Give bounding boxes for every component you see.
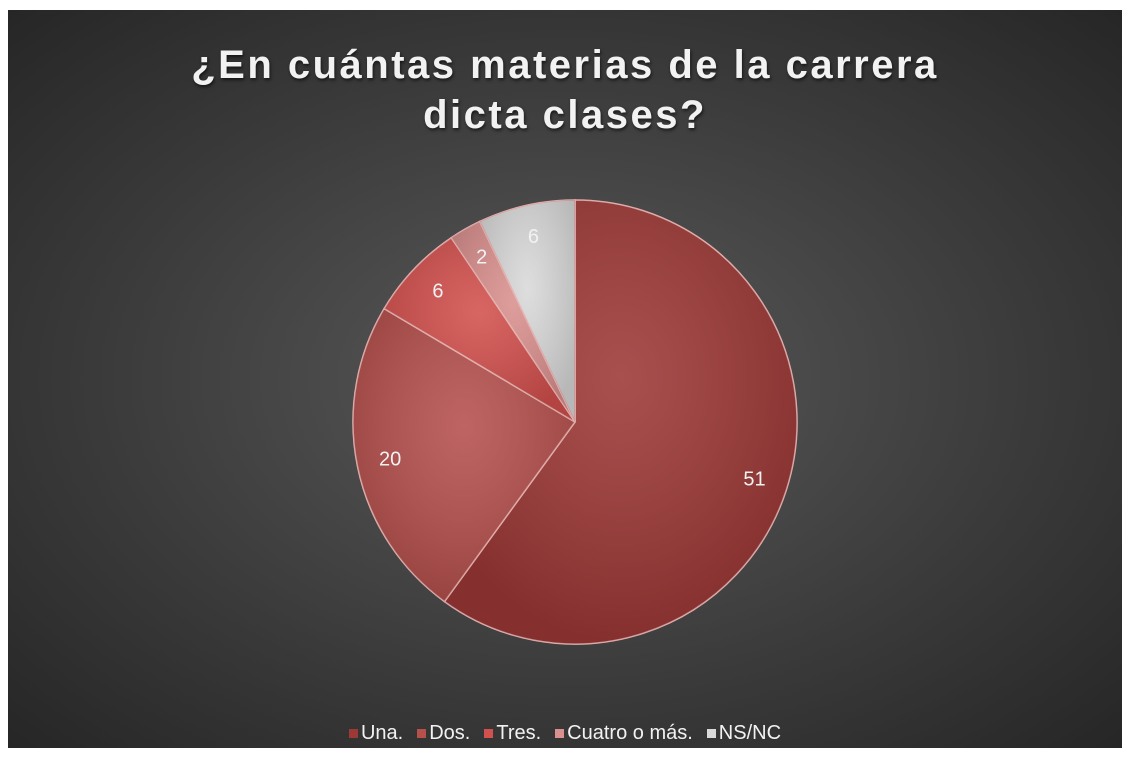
legend-swatch <box>417 729 427 738</box>
legend-item: Cuatro o más. <box>555 722 693 745</box>
legend: Una. Dos. Tres. Cuatro o más. NS/NC <box>8 722 1122 745</box>
legend-item: Dos. <box>417 722 470 745</box>
data-label: 2 <box>476 246 487 268</box>
legend-label: Cuatro o más. <box>567 722 693 744</box>
legend-item: Una. <box>348 722 404 745</box>
legend-item: Tres. <box>484 722 541 745</box>
legend-label: Tres. <box>496 722 542 744</box>
chart-title: ¿En cuántas materias de la carrera dicta… <box>191 43 939 137</box>
data-label: 20 <box>379 448 401 470</box>
legend-swatch <box>555 729 565 738</box>
legend-label: Dos. <box>429 722 471 744</box>
legend-swatch <box>348 729 358 738</box>
legend-label: NS/NC <box>718 722 782 744</box>
data-label: 6 <box>528 226 539 248</box>
data-label: 51 <box>743 469 765 491</box>
legend-label: Una. <box>360 722 404 744</box>
data-label: 6 <box>432 281 443 303</box>
legend-item: NS/NC <box>706 722 782 745</box>
legend-swatch <box>706 729 716 738</box>
legend-swatch <box>484 729 494 738</box>
